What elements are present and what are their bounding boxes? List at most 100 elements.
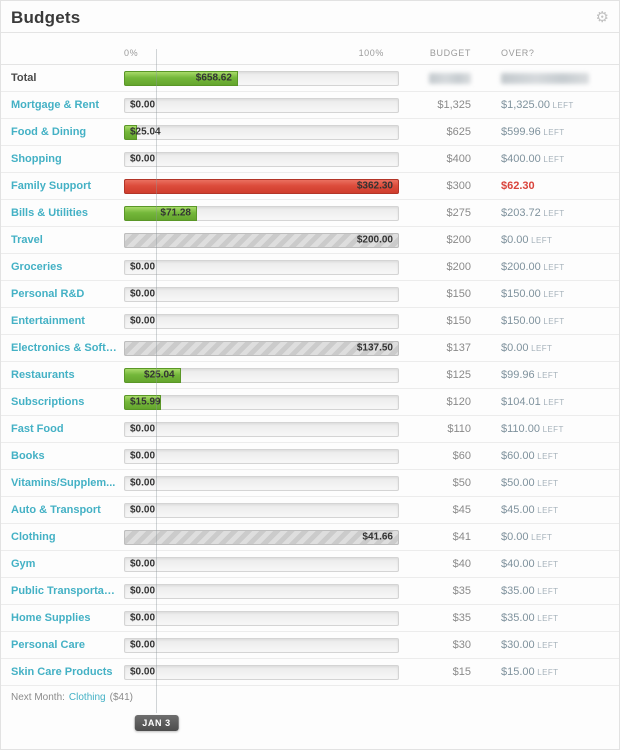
budget-progress-bar[interactable]: $0.00 — [124, 556, 399, 572]
budget-progress-bar[interactable]: $200.00 — [124, 232, 399, 248]
budget-progress-bar[interactable]: $0.00 — [124, 448, 399, 464]
budget-progress-bar[interactable]: $0.00 — [124, 637, 399, 653]
budget-progress-bar[interactable]: $137.50 — [124, 340, 399, 356]
bar-fill — [124, 205, 197, 221]
budget-progress-bar[interactable]: $362.30 — [124, 178, 399, 194]
bar-fill — [124, 394, 162, 410]
gear-icon[interactable]: ⚙ — [595, 9, 609, 26]
spent-amount: $0.00 — [130, 612, 156, 624]
category-label[interactable]: Clothing — [11, 531, 56, 543]
category-label[interactable]: Bills & Utilities — [11, 207, 89, 219]
category-label[interactable]: Personal Care — [11, 639, 85, 651]
remaining-amount: $15.00 LEFT — [501, 666, 559, 678]
budget-progress-bar[interactable]: $0.00 — [124, 610, 399, 626]
spent-amount: $25.04 — [144, 369, 175, 381]
remaining-amount: $30.00 LEFT — [501, 639, 559, 651]
budget-row: Subscriptions $15.99 $120 $104.01 LEFT — [1, 389, 619, 416]
category-label[interactable]: Public Transportation — [11, 585, 124, 597]
label-column-spacer — [11, 48, 124, 58]
col-header-0pct: 0% — [124, 48, 139, 58]
col-header-budget: BUDGET — [429, 48, 471, 58]
budget-row: Clothing $41.66 $41 $0.00 LEFT — [1, 524, 619, 551]
category-label: Total — [11, 72, 37, 84]
budget-row: Electronics & Softw... $137.50 $137 $0.0… — [1, 335, 619, 362]
budget-progress-bar[interactable]: $0.00 — [124, 151, 399, 167]
remaining-amount: $40.00 LEFT — [501, 558, 559, 570]
category-label[interactable]: Fast Food — [11, 423, 64, 435]
remaining-amount: $599.96 LEFT — [501, 126, 565, 138]
budget-amount: $30 — [452, 639, 471, 651]
budget-row: Personal Care $0.00 $30 $30.00 LEFT — [1, 632, 619, 659]
next-month-category-link[interactable]: Clothing — [68, 691, 106, 703]
budget-progress-bar[interactable]: $0.00 — [124, 421, 399, 437]
spent-amount: $0.00 — [130, 558, 156, 570]
budget-amount: $275 — [446, 207, 471, 219]
remaining-amount: $150.00 LEFT — [501, 288, 565, 300]
category-label[interactable]: Electronics & Softw... — [11, 342, 124, 354]
category-label[interactable]: Food & Dining — [11, 126, 87, 138]
budget-row: Auto & Transport $0.00 $45 $45.00 LEFT — [1, 497, 619, 524]
category-label[interactable]: Mortgage & Rent — [11, 99, 99, 111]
total-row: Total $658.62 — [1, 65, 619, 92]
budget-progress-bar[interactable]: $658.62 — [124, 70, 399, 86]
budget-progress-bar[interactable]: $41.66 — [124, 529, 399, 545]
budget-progress-bar[interactable]: $0.00 — [124, 664, 399, 680]
budget-progress-bar[interactable]: $25.04 — [124, 367, 399, 383]
category-label[interactable]: Auto & Transport — [11, 504, 101, 516]
spent-amount: $0.00 — [130, 261, 156, 273]
bar-fill — [124, 124, 137, 140]
budget-amount: $200 — [446, 261, 471, 273]
budget-row: Personal R&D $0.00 $150 $150.00 LEFT — [1, 281, 619, 308]
category-label[interactable]: Groceries — [11, 261, 63, 273]
remaining-amount: $35.00 LEFT — [501, 612, 559, 624]
budget-progress-bar[interactable]: $15.99 — [124, 394, 399, 410]
budget-progress-bar[interactable]: $0.00 — [124, 313, 399, 329]
category-label[interactable]: Family Support — [11, 180, 92, 192]
budget-amount: $625 — [446, 126, 471, 138]
category-label[interactable]: Home Supplies — [11, 612, 91, 624]
budget-amount: $150 — [446, 315, 471, 327]
remaining-amount — [471, 72, 619, 84]
spent-amount: $658.62 — [195, 72, 232, 84]
category-label[interactable]: Skin Care Products — [11, 666, 113, 678]
category-label[interactable]: Restaurants — [11, 369, 75, 381]
budget-progress-bar[interactable]: $71.28 — [124, 205, 399, 221]
next-month-label: Next Month: — [11, 691, 65, 703]
budget-progress-bar[interactable]: $0.00 — [124, 286, 399, 302]
category-label[interactable]: Subscriptions — [11, 396, 85, 408]
spent-amount: $0.00 — [130, 288, 156, 300]
category-label[interactable]: Shopping — [11, 153, 62, 165]
spent-amount: $0.00 — [130, 99, 156, 111]
category-label[interactable]: Personal R&D — [11, 288, 85, 300]
budget-row: Bills & Utilities $71.28 $275 $203.72 LE… — [1, 200, 619, 227]
budget-progress-bar[interactable]: $0.00 — [124, 583, 399, 599]
spent-amount: $362.30 — [356, 180, 393, 192]
category-label[interactable]: Gym — [11, 558, 36, 570]
budget-row: Restaurants $25.04 $125 $99.96 LEFT — [1, 362, 619, 389]
budget-progress-bar[interactable]: $0.00 — [124, 502, 399, 518]
budget-row: Mortgage & Rent $0.00 $1,325 $1,325.00 L… — [1, 92, 619, 119]
budget-progress-bar[interactable]: $0.00 — [124, 97, 399, 113]
page-header: Budgets ⚙ — [1, 1, 619, 33]
budget-row: Home Supplies $0.00 $35 $35.00 LEFT — [1, 605, 619, 632]
remaining-amount: $50.00 LEFT — [501, 477, 559, 489]
bar-fill — [124, 178, 399, 194]
category-label[interactable]: Travel — [11, 234, 43, 246]
budget-progress-bar[interactable]: $0.00 — [124, 259, 399, 275]
budget-amount: $45 — [452, 504, 471, 516]
spent-amount: $0.00 — [130, 423, 156, 435]
spent-amount: $0.00 — [130, 315, 156, 327]
budget-amount: $150 — [446, 288, 471, 300]
budget-row: Food & Dining $25.04 $625 $599.96 LEFT — [1, 119, 619, 146]
category-label[interactable]: Vitamins/Supplem... — [11, 477, 116, 489]
budget-progress-bar[interactable]: $0.00 — [124, 475, 399, 491]
remaining-amount: $62.30 — [501, 180, 535, 192]
column-headers: 0% 100% BUDGET OVER? — [1, 33, 619, 65]
category-label[interactable]: Books — [11, 450, 45, 462]
budget-row: Vitamins/Supplem... $0.00 $50 $50.00 LEF… — [1, 470, 619, 497]
remaining-amount: $0.00 LEFT — [501, 342, 553, 354]
budget-progress-bar[interactable]: $25.04 — [124, 124, 399, 140]
remaining-amount: $104.01 LEFT — [501, 396, 565, 408]
category-label[interactable]: Entertainment — [11, 315, 85, 327]
bar-column-header: 0% 100% — [124, 48, 399, 58]
